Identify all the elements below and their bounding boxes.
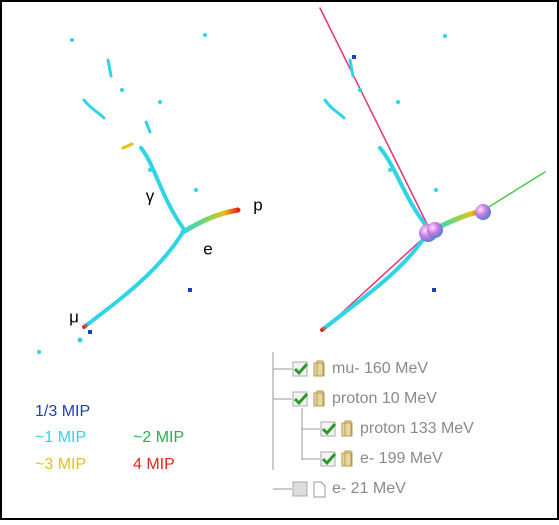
tree-label: proton 133 MeV	[360, 420, 474, 437]
tree-label: e- 199 MeV	[360, 450, 443, 467]
folder-icon	[314, 361, 324, 376]
legend-label: 1/3 MIP	[35, 403, 90, 420]
tree-label: e- 21 MeV	[332, 480, 406, 497]
legend-label: ~3 MIP	[35, 456, 86, 473]
folder-icon	[342, 451, 352, 466]
event-display: γ e p μ 1/3 MIP ~1 MIP ~2 MIP ~3 MIP 4 MIP mu- …	[0, 0, 559, 520]
legend-label: ~1 MIP	[35, 429, 86, 446]
tree-label: proton 10 MeV	[332, 390, 437, 407]
folder-icon	[314, 391, 324, 406]
particle-label: γ	[146, 186, 155, 205]
checkbox	[293, 482, 307, 496]
folder-icon	[342, 421, 352, 436]
particle-label: μ	[69, 307, 79, 326]
file-icon	[314, 482, 325, 497]
tree-label: mu- 160 MeV	[332, 360, 428, 377]
particle-label: p	[253, 195, 262, 214]
legend-label: ~2 MIP	[133, 429, 184, 446]
particle-label: e	[203, 239, 212, 258]
legend-label: 4 MIP	[133, 456, 175, 473]
